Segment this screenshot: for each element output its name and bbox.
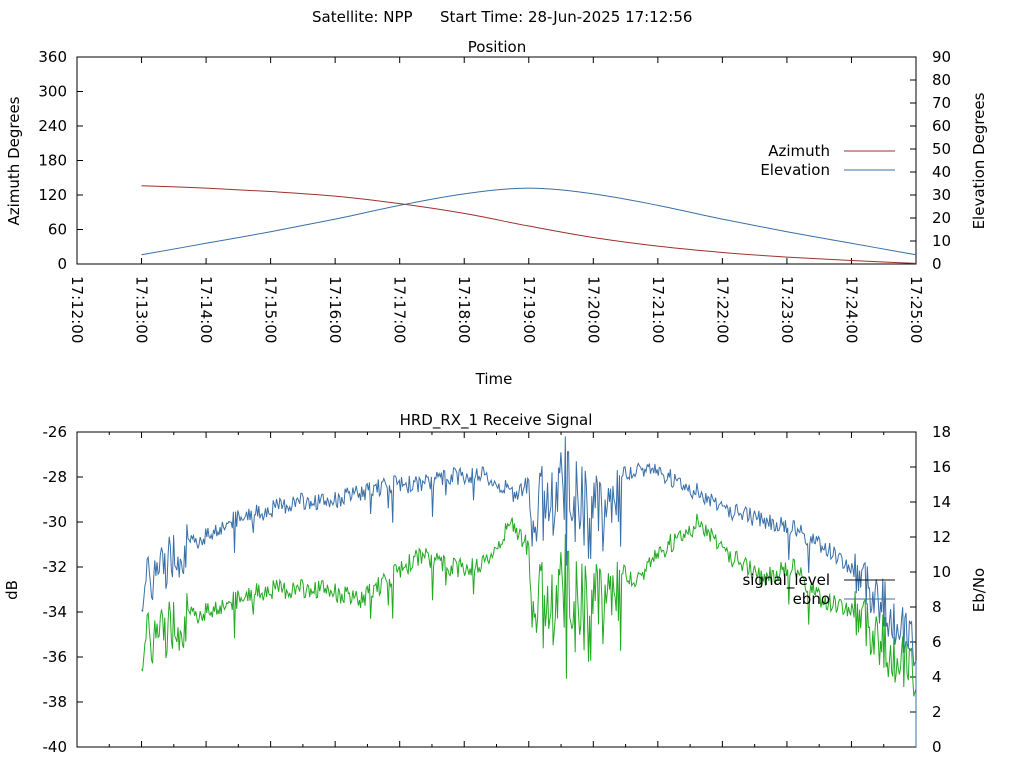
ebno-tick-label: 8 (932, 598, 942, 616)
signal-time-ticks (76, 432, 917, 747)
signal-legend: signal_level ebno (742, 571, 895, 608)
position-chart: Position 0 60 120 180 240 300 360 0 10 20 30 40 50 6… (5, 38, 988, 388)
elevation-series-line (141, 187, 917, 256)
azimuth-tick-label: 120 (38, 186, 67, 204)
time-tick-label: 17:23:00 (778, 276, 796, 343)
ebno-tick-label: 0 (932, 738, 942, 756)
position-title: Position (468, 38, 526, 56)
legend-signal-level-label: signal_level (742, 571, 830, 590)
azimuth-tick-label: 360 (38, 48, 67, 66)
time-tick-label: 17:14:00 (197, 276, 215, 343)
elevation-tick-label: 30 (932, 186, 951, 204)
time-tick-label: 17:18:00 (455, 276, 473, 343)
signal-left-axis: -40 -38 -36 -34 -32 -30 -28 -26 (43, 423, 83, 756)
time-tick-label: 17:20:00 (584, 276, 602, 343)
db-tick-label: -34 (43, 603, 68, 621)
ebno-axis-label: Eb/No (970, 568, 988, 612)
time-tick-label: 17:13:00 (133, 276, 151, 343)
time-tick-label: 17:22:00 (713, 276, 731, 343)
azimuth-tick-label: 0 (57, 255, 67, 273)
legend-azimuth-label: Azimuth (768, 142, 830, 160)
legend-elevation-label: Elevation (760, 161, 830, 179)
elevation-tick-label: 70 (932, 94, 951, 112)
elevation-tick-label: 50 (932, 140, 951, 158)
azimuth-series-line (141, 185, 917, 264)
legend-ebno-label: ebno (793, 590, 830, 608)
time-axis-label: Time (475, 370, 513, 388)
elevation-tick-label: 10 (932, 232, 951, 250)
signal-plot-frame (76, 431, 917, 748)
position-left-axis: 0 60 120 180 240 300 360 (38, 48, 83, 273)
elevation-axis-label: Elevation Degrees (970, 92, 988, 229)
db-axis-label: dB (3, 580, 21, 600)
elevation-tick-label: 60 (932, 117, 951, 135)
elevation-tick-label: 40 (932, 163, 951, 181)
azimuth-tick-label: 60 (48, 221, 67, 239)
start-time-label: Start Time: 28-Jun-2025 17:12:56 (440, 8, 692, 26)
ebno-tick-label: 18 (932, 423, 951, 441)
elevation-tick-label: 80 (932, 71, 951, 89)
ebno-trace (141, 436, 917, 747)
azimuth-tick-label: 180 (38, 152, 67, 170)
ebno-tick-label: 14 (932, 493, 951, 511)
ebno-tick-label: 16 (932, 458, 951, 476)
db-tick-label: -36 (43, 648, 68, 666)
time-tick-label: 17:15:00 (262, 276, 280, 343)
position-time-axis: 17:12:00 17:13:00 17:14:00 17:15:00 17:16:00… (68, 57, 925, 343)
signal-right-axis: 0 2 4 6 8 10 12 14 16 18 (910, 423, 951, 756)
elevation-tick-label: 20 (932, 209, 951, 227)
db-tick-label: -30 (43, 513, 68, 531)
db-tick-label: -38 (43, 693, 68, 711)
time-tick-label: 17:19:00 (520, 276, 538, 343)
azimuth-tick-label: 300 (38, 83, 67, 101)
time-tick-label: 17:12:00 (68, 276, 86, 343)
satellite-label: Satellite: NPP (312, 8, 413, 26)
signal-level-trace (141, 513, 917, 697)
ebno-tick-label: 12 (932, 528, 951, 546)
time-tick-label: 17:25:00 (907, 276, 925, 343)
ebno-tick-label: 10 (932, 563, 951, 581)
db-tick-label: -32 (43, 558, 68, 576)
time-tick-label: 17:17:00 (391, 276, 409, 343)
time-tick-label: 17:24:00 (842, 276, 860, 343)
position-right-axis: 0 10 20 30 40 50 60 70 80 90 (910, 48, 951, 273)
signal-title: HRD_RX_1 Receive Signal (400, 411, 593, 430)
db-tick-label: -28 (43, 468, 68, 486)
signal-chart: HRD_RX_1 Receive Signal -40-38-36-34-32-… (3, 411, 988, 756)
azimuth-tick-label: 240 (38, 117, 67, 135)
db-tick-label: -40 (43, 738, 68, 756)
ebno-tick-label: 6 (932, 633, 942, 651)
db-tick-label: -26 (43, 423, 68, 441)
elevation-tick-label: 90 (932, 48, 951, 66)
elevation-tick-label: 0 (932, 255, 942, 273)
time-tick-label: 17:16:00 (326, 276, 344, 343)
azimuth-axis-label: Azimuth Degrees (5, 96, 23, 225)
ebno-tick-label: 4 (932, 668, 942, 686)
position-legend: Azimuth Elevation (760, 142, 895, 179)
ebno-tick-label: 2 (932, 703, 942, 721)
time-tick-label: 17:21:00 (649, 276, 667, 343)
